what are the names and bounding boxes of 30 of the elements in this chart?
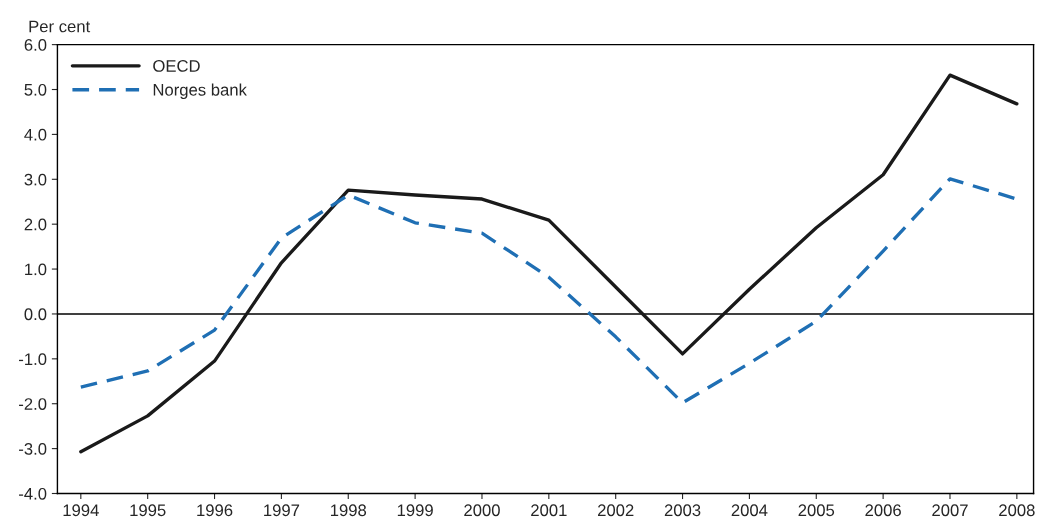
- x-tick-label: 1997: [264, 504, 300, 517]
- y-tick-label: 2.0: [24, 218, 47, 231]
- y-tick-label: 3.0: [24, 173, 47, 186]
- x-tick-label: 2006: [865, 504, 901, 517]
- y-tick-label: -4.0: [19, 487, 47, 500]
- y-tick-label: 4.0: [24, 128, 47, 141]
- y-tick-label: 5.0: [24, 83, 47, 96]
- x-tick-label: 2002: [597, 504, 634, 517]
- x-tick-label: 1994: [63, 504, 99, 517]
- y-axis-title: Per cent: [29, 20, 91, 33]
- y-tick-label: 6.0: [24, 39, 47, 51]
- x-tick-label: 1999: [397, 504, 433, 517]
- x-tick-label: 2007: [932, 504, 968, 517]
- x-tick-label: 1995: [130, 504, 166, 517]
- y-tick-label: -3.0: [19, 443, 47, 455]
- y-tick-label: -1.0: [19, 353, 47, 366]
- x-tick-label: 2000: [464, 504, 500, 517]
- x-tick-label: 1998: [330, 504, 367, 517]
- x-tick-label: 2005: [798, 504, 835, 517]
- legend-label: Norges bank: [153, 83, 247, 100]
- x-tick-label: 1996: [197, 504, 233, 517]
- y-tick-label: 1.0: [25, 263, 47, 276]
- y-tick-label: 0.0: [24, 308, 47, 321]
- y-tick-label: -2.0: [19, 398, 47, 410]
- line-series: [79, 73, 1019, 454]
- legend-label: OECD: [153, 60, 200, 72]
- x-tick-label: 2008: [999, 504, 1035, 517]
- x-tick-label: 2003: [664, 504, 701, 517]
- x-tick-label: 2004: [731, 504, 768, 517]
- x-tick-label: 2001: [531, 504, 567, 517]
